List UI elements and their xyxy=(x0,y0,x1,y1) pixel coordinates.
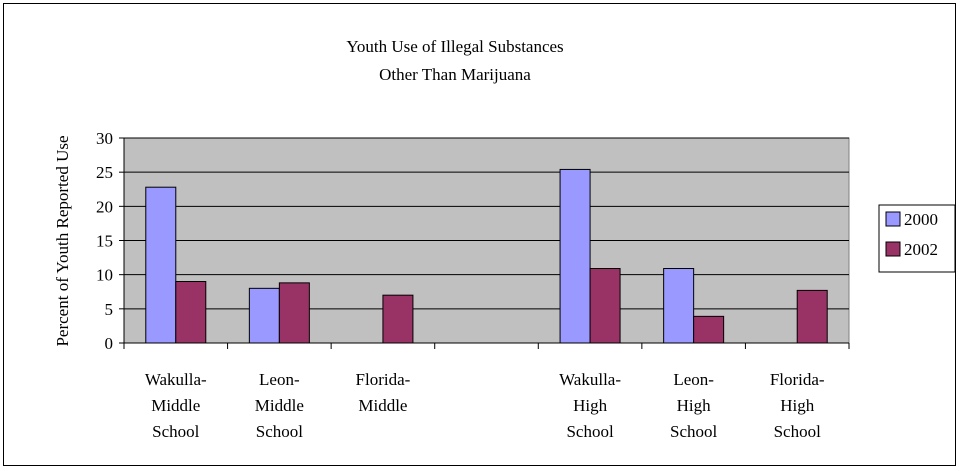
gridlines xyxy=(124,137,849,310)
y-tick-label-0: 0 xyxy=(105,334,114,353)
bar-2000-5 xyxy=(663,268,695,344)
legend-label-2000: 2000 xyxy=(904,210,938,229)
category-label-5-0: Leon- xyxy=(673,370,714,389)
legend-swatch-2002 xyxy=(885,241,901,257)
chart-title-line-2: Other Than Marijuana xyxy=(379,65,531,84)
y-tick-label-3: 15 xyxy=(96,232,113,251)
y-tick-label-2: 10 xyxy=(96,266,113,285)
y-tick-label-1: 5 xyxy=(105,300,114,319)
y-axis-label: Percent of Youth Reported Use xyxy=(53,135,72,346)
bar-2000-1 xyxy=(248,287,280,344)
category-label-0-0: Wakulla- xyxy=(145,370,207,389)
y-tick-labels: 0 5 10 15 20 25 30 xyxy=(96,129,113,353)
category-label-4-2: School xyxy=(566,422,614,441)
category-label-2-0: Florida- xyxy=(356,370,411,389)
legend: 2000 2002 xyxy=(878,204,956,273)
category-label-1-2: School xyxy=(256,422,304,441)
category-label-4-0: Wakulla- xyxy=(559,370,621,389)
y-tick-label-5: 25 xyxy=(96,163,113,182)
legend-label-2002: 2002 xyxy=(904,240,938,259)
category-label-1-1: Middle xyxy=(255,396,304,415)
category-label-5-1: High xyxy=(677,396,712,415)
category-label-4-1: High xyxy=(573,396,608,415)
category-label-6-1: High xyxy=(780,396,815,415)
bar-2002-1 xyxy=(278,282,310,344)
category-label-2-1: Middle xyxy=(358,396,407,415)
bar-2002-2 xyxy=(382,294,414,344)
y-tick-label-4: 20 xyxy=(96,197,113,216)
category-label-5-2: School xyxy=(670,422,718,441)
category-label-0-1: Middle xyxy=(151,396,200,415)
y-tick-label-6: 30 xyxy=(96,129,113,148)
category-label-6-2: School xyxy=(774,422,822,441)
bar-2002-0 xyxy=(175,281,207,344)
bar-2000-4 xyxy=(559,168,591,344)
legend-swatch-2000 xyxy=(885,211,901,227)
category-label-1-0: Leon- xyxy=(259,370,300,389)
axes xyxy=(119,137,850,349)
x-category-labels: Wakulla- Middle School Leon- Middle School Flo… xyxy=(145,370,825,441)
category-label-6-0: Florida- xyxy=(770,370,825,389)
category-label-0-2: School xyxy=(152,422,200,441)
bar-2002-6 xyxy=(796,289,828,344)
bars xyxy=(145,168,828,344)
bar-2000-0 xyxy=(145,186,177,344)
bar-2002-5 xyxy=(693,315,725,344)
bar-2002-4 xyxy=(589,268,621,344)
chart-title-line-1: Youth Use of Illegal Substances xyxy=(346,37,563,56)
